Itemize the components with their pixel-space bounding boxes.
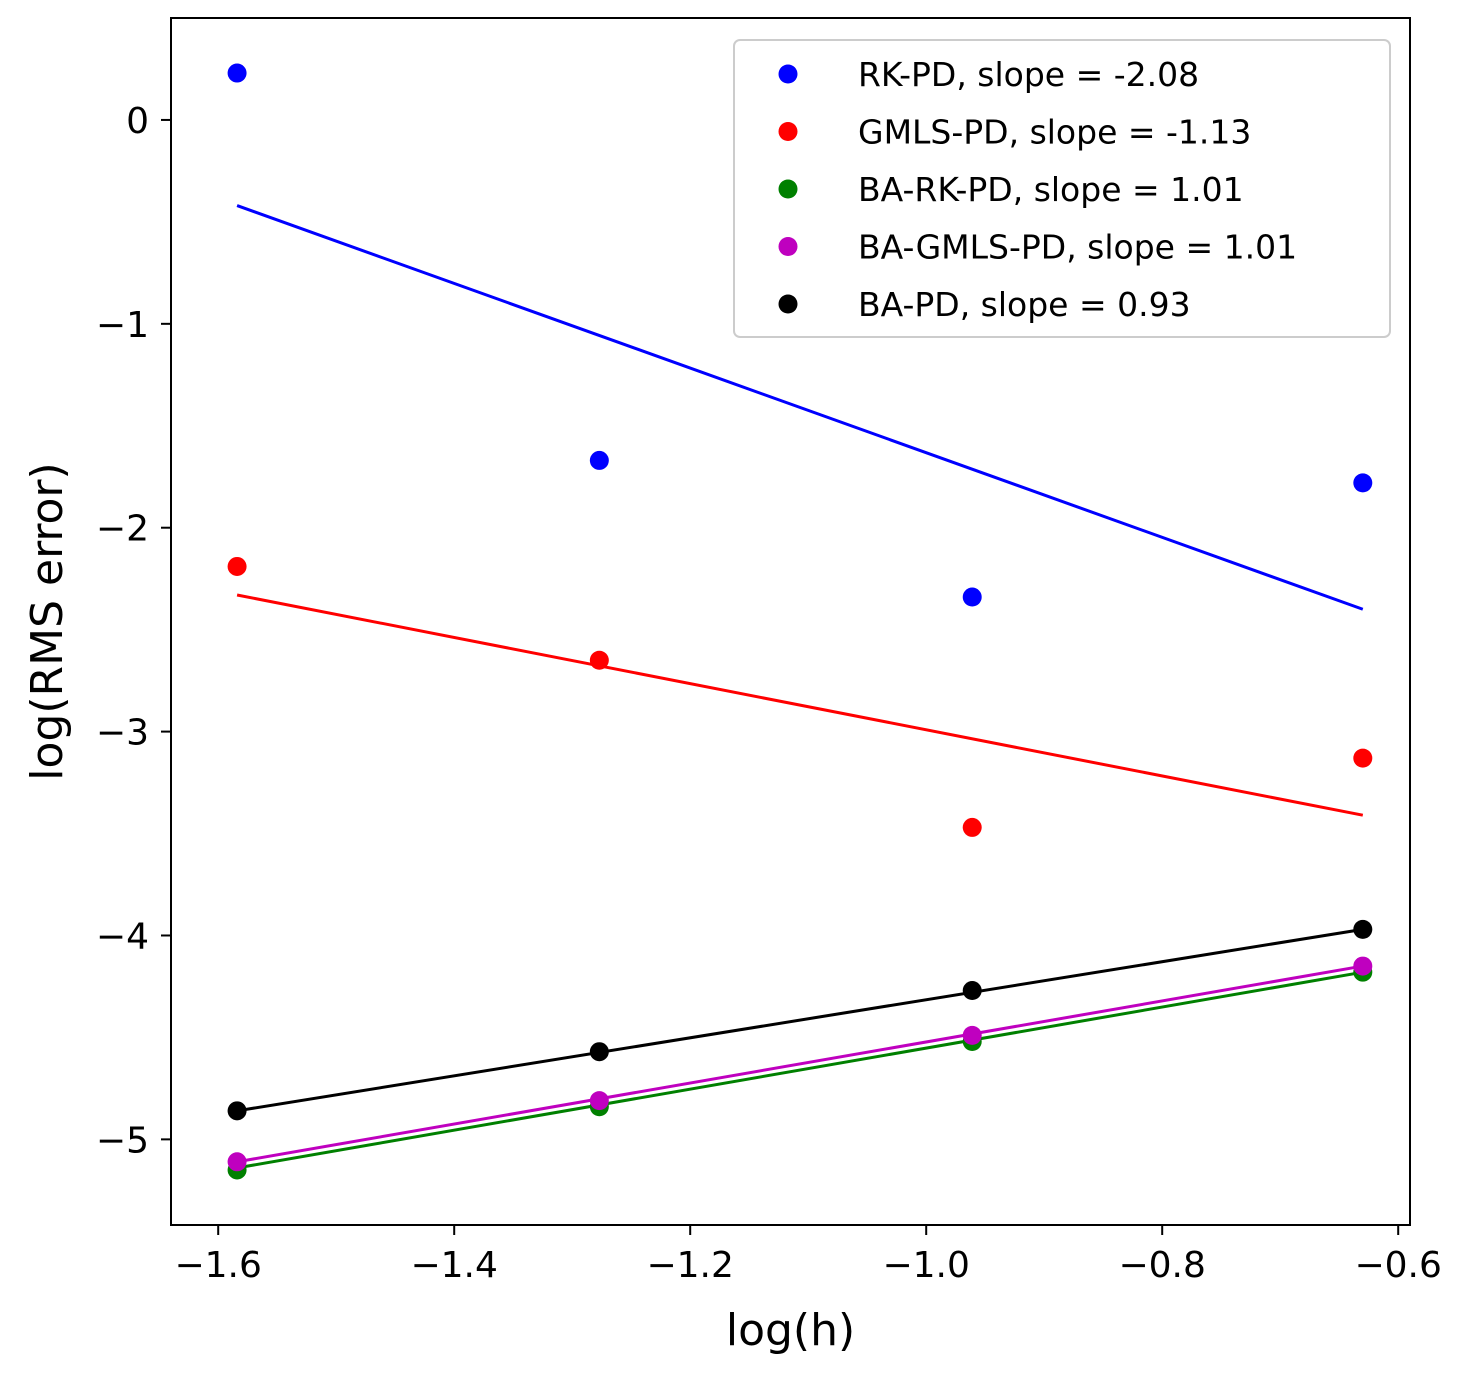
fit-line-4 [236,927,1364,1113]
legend-box [733,39,1391,338]
y-tick-label: −4 [96,916,149,957]
legend: RK-PD, slope = -2.08 GMLS-PD, slope = -1.… [733,39,1391,338]
data-point-0-3 [1353,473,1373,493]
plot-frame [170,17,1411,1226]
data-point-1-2 [962,817,982,837]
fit-line-2 [236,970,1364,1170]
data-point-1-1 [589,650,609,670]
legend-marker-0 [778,64,798,84]
y-tick-label: 0 [126,101,149,142]
data-point-1-3 [1353,748,1373,768]
data-point-0-0 [227,63,247,83]
data-point-3-1 [589,1091,609,1111]
data-point-4-1 [589,1042,609,1062]
data-point-4-3 [1353,919,1373,939]
x-tick-label: −0.8 [1118,1245,1205,1286]
legend-entry-0: RK-PD, slope = -2.08 [858,55,1199,94]
legend-marker-2 [778,179,798,199]
x-tick-label: −1.0 [882,1245,969,1286]
x-tick-label: −1.6 [174,1245,261,1286]
data-point-0-2 [962,587,982,607]
legend-marker-3 [778,237,798,256]
x-tick-label: −1.2 [646,1245,733,1286]
fit-line-3 [236,964,1364,1164]
x-tick-label: −0.6 [1354,1245,1441,1286]
fit-lines [236,204,1364,1170]
y-tick-label: −2 [96,509,149,550]
data-point-4-2 [962,981,982,1001]
x-ticks: −1.6 −1.4 −1.2 −1.0 −0.8 −0.6 [174,1225,1442,1286]
data-points [227,63,1373,1180]
y-axis-label: log(RMS error) [22,462,73,780]
fit-line-0 [236,204,1364,611]
y-tick-label: −3 [96,713,149,754]
data-point-0-1 [589,450,609,470]
legend-marker-1 [778,122,798,141]
y-tick-label: −1 [96,305,149,346]
data-point-3-2 [962,1025,982,1045]
x-axis-label: log(h) [726,1305,855,1356]
x-tick-label: −1.4 [410,1245,497,1286]
data-point-1-0 [227,556,247,576]
fit-line-1 [236,593,1364,817]
legend-marker-4 [778,294,798,314]
data-point-3-0 [227,1152,247,1172]
legend-entry-4: BA-PD, slope = 0.93 [858,285,1191,324]
legend-entry-3: BA-GMLS-PD, slope = 1.01 [858,228,1297,267]
y-tick-label: −5 [96,1120,149,1161]
y-ticks: 0 −1 −2 −3 −4 −5 [96,101,171,1161]
data-point-4-0 [227,1101,247,1121]
legend-entry-1: GMLS-PD, slope = -1.13 [858,113,1251,152]
data-point-3-3 [1353,956,1373,976]
legend-entry-2: BA-RK-PD, slope = 1.01 [858,170,1244,209]
